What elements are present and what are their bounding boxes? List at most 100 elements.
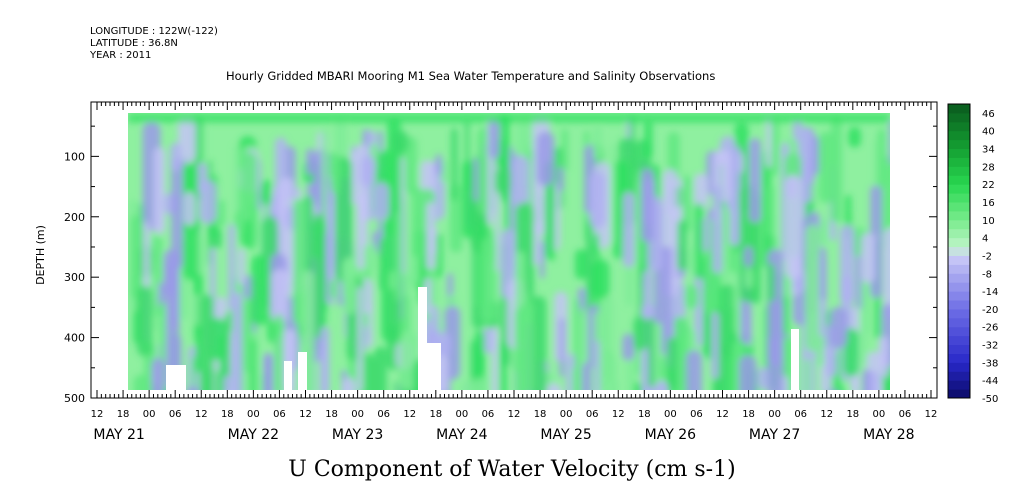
field-cell	[559, 318, 565, 378]
field-cell	[334, 113, 347, 159]
field-cell	[883, 227, 890, 319]
colorbar-tick-label: -2	[982, 251, 992, 262]
field-cell	[394, 211, 402, 301]
field-cell	[589, 171, 606, 229]
colorbar-swatch	[948, 353, 970, 363]
field-cell	[684, 284, 699, 310]
field-cell	[451, 128, 458, 201]
colorbar-swatch	[948, 282, 970, 292]
field-cell	[133, 374, 148, 390]
field-cell	[360, 353, 375, 390]
colorbar-tick-label: 40	[982, 127, 995, 138]
field-cell	[888, 119, 890, 165]
y-tick-label: 300	[64, 271, 85, 284]
field-cell	[848, 127, 861, 148]
field-cell	[594, 340, 600, 390]
colorbar-swatch	[948, 139, 970, 150]
colorbar-tick-label: 46	[982, 109, 995, 120]
field-cell	[444, 306, 461, 380]
colorbar-swatch	[948, 300, 970, 310]
colorbar-swatch	[948, 362, 970, 372]
x-hour-tick-label: 00	[560, 409, 573, 420]
field-cell	[449, 183, 463, 253]
x-hour-tick-label: 06	[794, 409, 807, 420]
field-cell	[546, 383, 562, 390]
field-cell	[495, 166, 511, 195]
field-cell	[271, 269, 288, 324]
x-hour-tick-label: 12	[195, 409, 208, 420]
y-axis-label: DEPTH (m)	[34, 225, 47, 285]
x-hour-tick-label: 00	[143, 409, 156, 420]
x-hour-tick-label: 06	[899, 409, 912, 420]
x-hour-tick-label: 18	[221, 409, 234, 420]
x-hour-tick-label: 12	[508, 409, 521, 420]
field-cell	[633, 316, 648, 351]
field-cell	[539, 241, 545, 279]
colorbar-swatch	[948, 175, 970, 185]
field-cell	[641, 168, 654, 243]
field-cell	[686, 349, 703, 390]
field-cell	[767, 299, 784, 390]
field-cell	[394, 381, 399, 390]
field-cell	[634, 381, 640, 390]
field-cell	[757, 367, 771, 390]
colorbar-swatch	[948, 112, 970, 123]
field-cell	[241, 294, 253, 372]
colorbar-swatch	[948, 380, 970, 390]
colorbar-swatch	[948, 264, 970, 274]
field-cell	[511, 155, 530, 208]
field-cell	[878, 378, 883, 390]
x-hour-tick-label: 18	[534, 409, 547, 420]
field-cell	[830, 116, 843, 223]
colorbar-tick-label: -38	[982, 358, 998, 369]
field-cell	[819, 218, 829, 245]
colorbar-tick-label: -44	[982, 376, 998, 387]
x-hour-tick-label: 12	[299, 409, 312, 420]
field-cell	[165, 259, 180, 390]
data-gap	[418, 287, 427, 390]
x-hour-tick-label: 06	[690, 409, 703, 420]
field-cell	[712, 185, 723, 274]
colorbar-tick-label: -26	[982, 323, 998, 334]
field-cell	[719, 150, 731, 203]
field-cell	[489, 117, 500, 159]
colorbar-swatch	[948, 317, 970, 328]
field-cell	[199, 294, 214, 390]
field-cell	[250, 254, 268, 326]
colorbar-tick-label: -8	[982, 269, 992, 280]
field-cell	[178, 115, 196, 164]
field-cell	[674, 316, 689, 390]
field-cell	[809, 136, 822, 175]
field-cell	[591, 259, 610, 300]
field-cell	[818, 131, 834, 204]
field-cell	[244, 219, 251, 248]
field-cell	[805, 224, 820, 352]
field-cell	[462, 160, 474, 239]
colorbar-swatch	[948, 255, 970, 265]
colorbar-swatch	[948, 130, 970, 141]
field-cell	[738, 354, 757, 390]
colorbar-tick-label: -32	[982, 341, 998, 352]
field-cell	[536, 131, 555, 187]
field-cell	[499, 341, 507, 390]
field-cell	[666, 337, 677, 390]
data-gap	[791, 329, 799, 390]
colorbar-tick-label: 22	[982, 180, 995, 191]
x-hour-tick-label: 12	[403, 409, 416, 420]
field-cell	[228, 224, 235, 311]
field-cell	[314, 213, 324, 338]
field-cell	[878, 336, 889, 379]
x-hour-tick-label: 00	[247, 409, 260, 420]
colorbar-swatch	[948, 335, 970, 346]
x-hour-tick-label: 12	[612, 409, 625, 420]
field-cell	[815, 335, 825, 368]
field-cell	[341, 377, 356, 390]
field-cell	[622, 333, 635, 361]
field-cell	[677, 219, 687, 272]
plot-title-text: Hourly Gridded MBARI Mooring M1 Sea Wate…	[226, 69, 716, 83]
field-cell	[171, 158, 185, 269]
latitude-label: LATITUDE : 36.8N	[90, 38, 178, 49]
colorbar-swatch	[948, 308, 970, 319]
x-day-label: MAY 28	[863, 427, 914, 443]
